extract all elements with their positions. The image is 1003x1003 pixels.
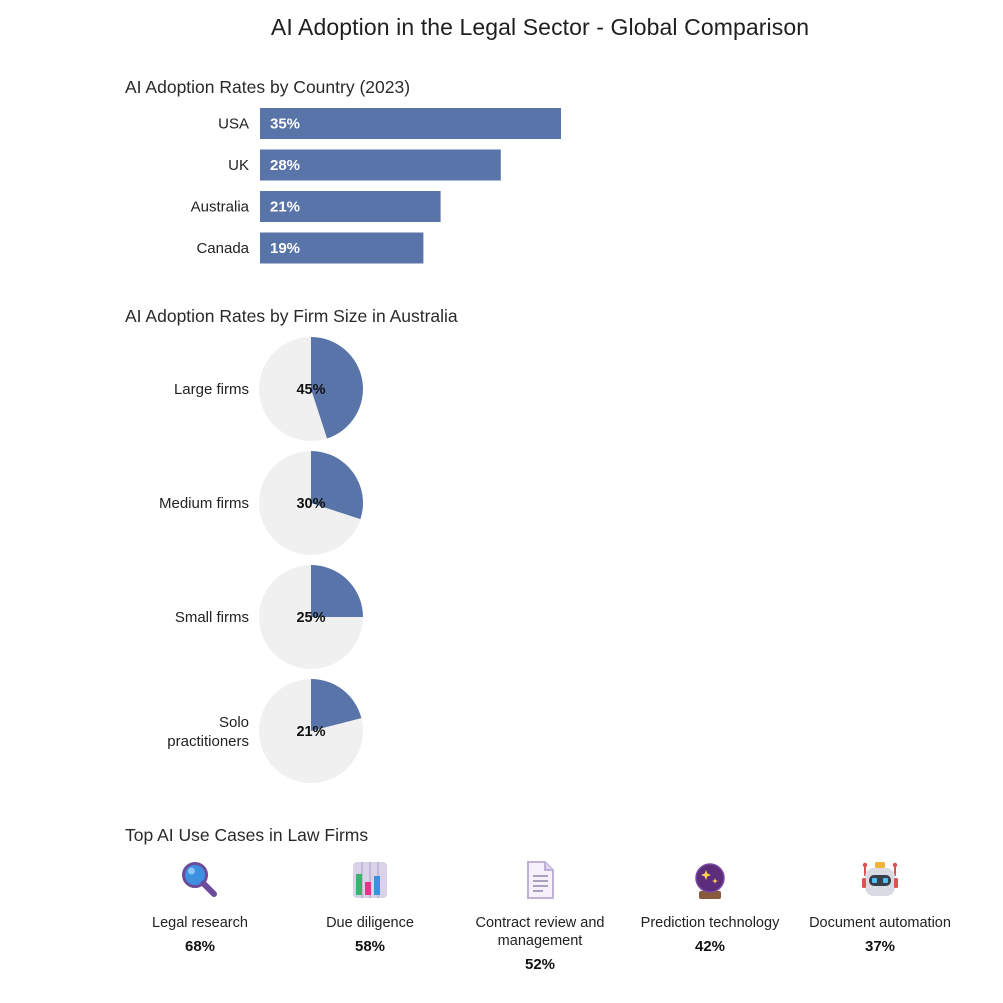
pie-slice-medium-firms [311,451,363,520]
crystal-ball-icon [695,863,725,899]
bar-usa [260,108,561,139]
bar-canada [260,232,424,264]
use-case-contract-review: Contract review and management 52% [455,858,625,973]
bar-chart-icon [353,862,387,898]
use-case-value: 58% [354,938,386,955]
pie-slice-solo-practitioners [311,679,362,731]
pie-value-label: 25% [296,610,325,626]
magnifying-glass-icon [182,862,217,897]
pie-value-label: 21% [296,724,325,740]
pie-category-label-line: Solo [219,714,249,731]
pie-category-label: Solo practitioners [167,714,249,750]
bar-category-label: USA [218,116,249,133]
bar-value-label: 19% [270,240,300,257]
use-case-due-diligence: Due diligence 58% [285,858,455,955]
use-case-label: Due diligence [326,915,414,931]
country-bar-chart: USA 35% UK 28% Australia 21% Canada 19% [191,108,561,264]
robot-icon [862,862,898,896]
firm-size-pie-charts: 45% Large firms 30% Medium firms 25% Small fi… [159,337,363,783]
pie-category-label: Large firms [174,381,249,398]
pie-category-label: Small firms [175,609,249,626]
use-case-value: 68% [184,938,216,955]
bar-value-label: 21% [270,199,300,216]
bar-category-label: UK [228,157,249,174]
pie-category-label: Medium firms [159,495,249,512]
pie-value-label: 45% [296,382,325,398]
bar-category-label: Canada [196,240,249,257]
bar-uk [260,149,501,181]
document-icon [527,861,554,899]
bar-category-label: Australia [191,199,250,216]
use-cases-row: Legal research 68% Due diligence 58% Con… [115,858,965,988]
use-cases-title: Top AI Use Cases in Law Firms [125,825,369,845]
pie-category-label-line: practitioners [167,733,249,750]
pie-chart-title: AI Adoption Rates by Firm Size in Austra… [125,306,458,326]
use-case-value: 37% [864,938,896,955]
use-case-value: 52% [524,956,556,973]
bar-chart-title: AI Adoption Rates by Country (2023) [125,77,411,97]
use-case-label: Prediction technology [640,915,780,931]
use-case-label: Document automation [809,915,951,931]
bar-value-label: 28% [270,157,300,174]
use-case-document-automation: Document automation 37% [795,858,965,955]
bar-australia [260,191,441,222]
use-case-prediction-technology: Prediction technology 42% [625,858,795,955]
use-case-label: Legal research [152,915,248,931]
pie-slice-large-firms [311,337,363,439]
use-case-value: 42% [694,938,726,955]
use-case-legal-research: Legal research 68% [115,858,285,955]
use-case-label: Contract review and management [475,915,605,949]
page-title: AI Adoption in the Legal Sector - Global… [270,14,810,40]
bar-value-label: 35% [270,116,300,133]
pie-value-label: 30% [296,496,325,512]
pie-slice-small-firms [311,565,363,617]
